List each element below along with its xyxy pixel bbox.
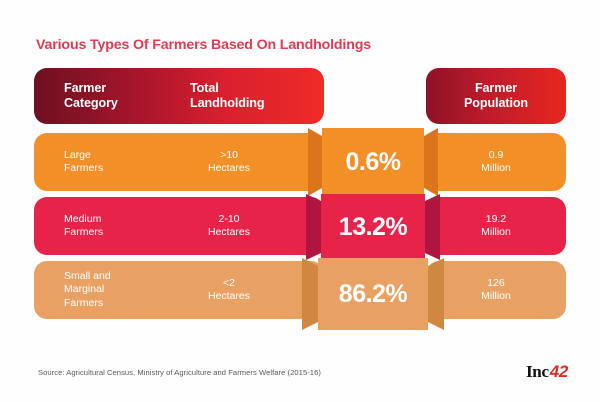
header-population-pill: Farmer Population	[426, 68, 566, 124]
header-landholding-line1: Total	[190, 81, 219, 95]
row-medium-category-line1: Medium	[64, 212, 102, 225]
source-note: Source: Agricultural Census, Ministry of…	[38, 368, 321, 377]
row-large-category-line1: Large	[64, 148, 91, 161]
header-population-line1: Farmer	[474, 81, 518, 95]
logo-number: 42	[549, 362, 569, 381]
header-category-cell: Farmer Category	[34, 81, 182, 111]
row-large-population-line2: Million	[481, 162, 511, 174]
farmer-table: Farmer Category Total Landholding Farmer…	[34, 68, 566, 324]
header-landholding-cell: Total Landholding	[182, 81, 324, 111]
row-small-landholding-line2: Hectares	[207, 290, 250, 302]
row-medium-population-pill: 19.2 Million	[426, 197, 566, 255]
row-large-category-line2: Farmers	[64, 162, 104, 174]
row-small-left-pill: Small and Marginal Farmers <2 Hectares	[34, 261, 324, 319]
row-small-category-cell: Small and Marginal Farmers	[34, 270, 182, 311]
table-header-row: Farmer Category Total Landholding Farmer…	[34, 68, 566, 124]
row-medium-population-line2: Million	[481, 226, 511, 238]
logo-word: Inc	[525, 362, 549, 381]
header-population-line2: Population	[463, 96, 529, 110]
inc42-logo: Inc 42	[526, 362, 568, 382]
header-left-pill: Farmer Category Total Landholding	[34, 68, 324, 124]
row-large-category-cell: Large Farmers	[34, 149, 182, 176]
row-medium-population-line1: 19.2	[485, 212, 507, 225]
page-title: Various Types Of Farmers Based On Landho…	[36, 37, 371, 53]
header-category-line2: Category	[64, 96, 118, 110]
row-medium-category-cell: Medium Farmers	[34, 213, 182, 240]
header-category-line1: Farmer	[64, 81, 107, 95]
row-medium-left-pill: Medium Farmers 2-10 Hectares	[34, 197, 324, 255]
row-large-landholding-cell: >10 Hectares	[182, 149, 324, 176]
row-small-category-line1: Small and	[64, 269, 111, 282]
header-landholding-line2: Landholding	[190, 96, 265, 110]
row-small-population-pill: 126 Million	[426, 261, 566, 319]
row-medium-landholding-line2: Hectares	[207, 226, 250, 238]
row-large-landholding-line2: Hectares	[207, 162, 250, 174]
row-small-landholding-line1: <2	[223, 276, 235, 289]
row-large-population-pill: 0.9 Million	[426, 133, 566, 191]
row-medium-landholding-cell: 2-10 Hectares	[182, 213, 324, 240]
row-large-left-pill: Large Farmers >10 Hectares	[34, 133, 324, 191]
row-small-category-line3: Farmers	[64, 296, 104, 309]
row-small-population-line2: Million	[481, 290, 511, 302]
row-medium-category-line2: Farmers	[64, 226, 104, 238]
row-small-category-line2: Marginal	[64, 283, 105, 296]
row-medium-landholding-line1: 2-10	[218, 212, 240, 225]
row-small-landholding-cell: <2 Hectares	[182, 277, 324, 304]
row-large-landholding-line1: >10	[220, 148, 238, 161]
row-small-population-line1: 126	[487, 276, 505, 289]
row-large-population-line1: 0.9	[488, 148, 504, 161]
